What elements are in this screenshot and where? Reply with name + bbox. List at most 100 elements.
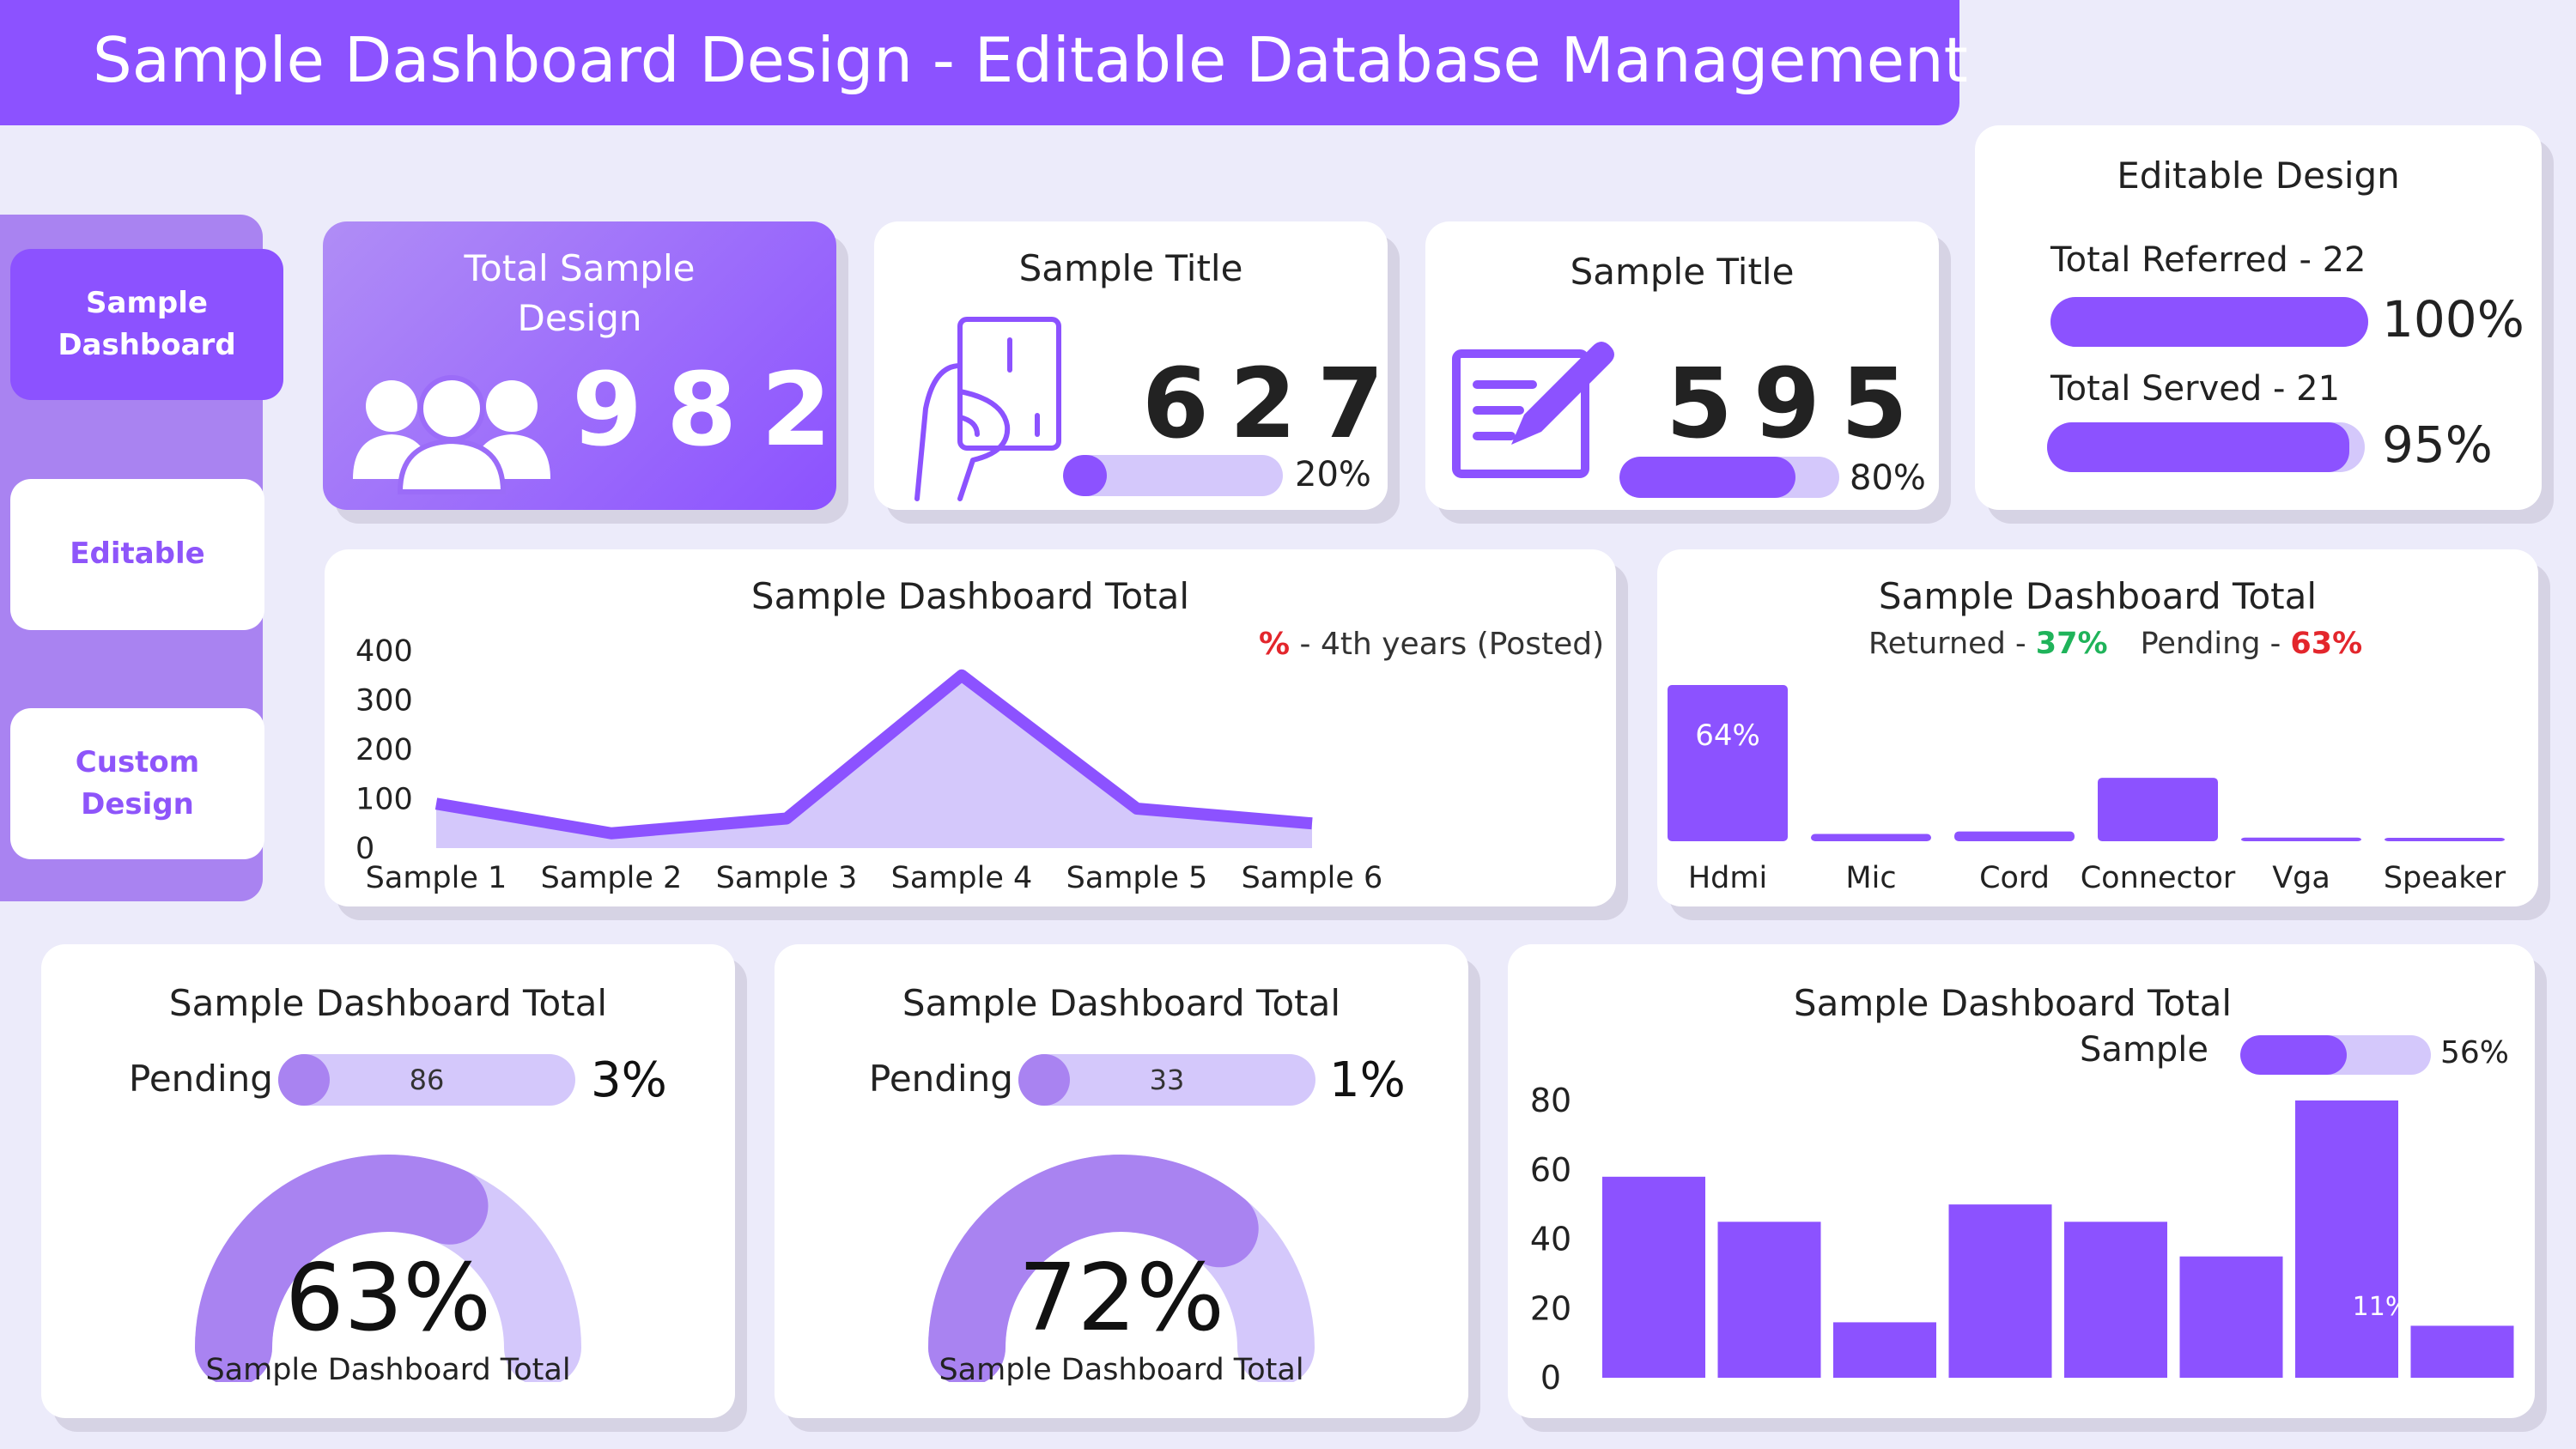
bar-data-label: 64% <box>1695 718 1760 753</box>
y-tick-label: 0 <box>1540 1359 1561 1397</box>
edit-document-icon <box>1452 342 1614 478</box>
bar <box>2295 1100 2398 1378</box>
bottom-bar-chart: 0 20 40 60 80 11% <box>1530 1082 2514 1397</box>
served-progress-fill <box>2047 422 2349 472</box>
gauge-caption: Sample Dashboard Total <box>205 1353 571 1387</box>
bar <box>1811 834 1931 841</box>
pending-value: 86 <box>409 1064 445 1096</box>
referred-percent: 100% <box>2382 290 2524 349</box>
sample-progress-fill <box>2240 1035 2348 1075</box>
pending-bar: 33 <box>1018 1054 1315 1106</box>
area-fill <box>436 675 1312 848</box>
served-label: Total Served - 21 <box>2050 369 2341 409</box>
y-tick-label: 100 <box>355 783 413 817</box>
kpi-card-sample-title-2: Sample Title 595 80% <box>1425 221 1939 510</box>
sidebar-item-sample-dashboard[interactable]: Sample Dashboard <box>10 249 283 400</box>
bar <box>1833 1322 1936 1378</box>
pending-knob <box>1018 1054 1070 1106</box>
pending-knob <box>278 1054 330 1106</box>
kpi-progress-fill <box>1619 457 1795 498</box>
y-tick-label: 40 <box>1530 1221 1571 1258</box>
sidebar-item-label: Sample Dashboard <box>58 285 236 362</box>
gauge-fill <box>928 1155 1259 1382</box>
x-tick-label: Sample 5 <box>1066 861 1208 895</box>
kpi-value: 595 <box>1666 349 1929 460</box>
gauge-chart <box>928 1155 1315 1382</box>
referred-progress-fill <box>2050 297 2368 347</box>
y-tick-label: 20 <box>1530 1289 1571 1327</box>
served-percent: 95% <box>2382 415 2493 474</box>
bar <box>1948 1204 2052 1378</box>
gauge-chart <box>195 1155 581 1382</box>
bar <box>1668 685 1788 841</box>
category-bar-chart: 64% Hdmi Mic Cord Connector Vga Speaker <box>1668 685 2506 895</box>
pending-value: 33 <box>1149 1064 1185 1096</box>
kpi-progress-bar <box>1063 455 1283 496</box>
y-tick-label: 400 <box>355 634 413 669</box>
pending-percent: 3% <box>591 1052 667 1108</box>
kpi-value: 982 <box>572 350 856 469</box>
sidebar-item-label: Editable <box>70 537 205 572</box>
referred-progress-bar <box>2050 297 2368 347</box>
card-title: Editable Design <box>2117 155 2400 197</box>
kpi-percent: 80% <box>1850 458 1926 498</box>
kpi-progress-bar <box>1619 457 1839 498</box>
x-tick-label: Sample 1 <box>366 861 507 895</box>
kpi-percent: 20% <box>1295 455 1371 494</box>
pending-value: 63% <box>2290 627 2363 661</box>
pending-percent: 1% <box>1329 1052 1406 1108</box>
chart-title: Sample Dashboard Total <box>1878 575 2318 617</box>
gauge-value: 72% <box>1018 1245 1225 1352</box>
kpi-title: Total Sample Design <box>464 247 696 339</box>
sidebar-item-custom-design[interactable]: Custom Design <box>10 708 264 859</box>
sidebar-item-label: Custom Design <box>75 744 200 822</box>
sample-progress-bar <box>2240 1035 2431 1075</box>
bar <box>2098 778 2218 841</box>
returned-label: Returned - <box>1868 627 2036 661</box>
area-chart-card: Sample Dashboard Total % - 4th years (Po… <box>325 549 1616 906</box>
x-tick-label: Hdmi <box>1688 861 1767 895</box>
sample-label: Sample <box>2080 1030 2208 1070</box>
x-tick-label: Cord <box>1979 861 2050 895</box>
bar <box>2064 1222 2167 1378</box>
gauge-fill <box>195 1155 489 1382</box>
y-tick-label: 200 <box>355 733 413 767</box>
chart-title: Sample Dashboard Total <box>1793 982 2233 1024</box>
gauge-caption: Sample Dashboard Total <box>939 1353 1304 1387</box>
x-tick-label: Sample 6 <box>1242 861 1383 895</box>
pending-label: Pending <box>129 1058 273 1100</box>
x-tick-label: Connector <box>2081 861 2236 895</box>
x-tick-label: Sample 2 <box>541 861 683 895</box>
gauge-card-2: Sample Dashboard Total Pending 33 1% 72%… <box>775 944 1468 1418</box>
bar <box>1717 1222 1821 1378</box>
gauge-card-1: Sample Dashboard Total Pending 86 3% 63%… <box>41 944 735 1418</box>
legend-symbol: % <box>1259 627 1291 662</box>
y-tick-label: 80 <box>1530 1082 1571 1119</box>
bar <box>1954 831 2075 841</box>
page-title: Sample Dashboard Design - Editable Datab… <box>93 24 1968 96</box>
area-chart: 0 100 200 300 400 Sample 1 Sample 2 Sample 3 Sam… <box>355 634 1383 895</box>
users-icon <box>353 375 550 494</box>
gauge-value: 63% <box>284 1245 492 1352</box>
kpi-title: Sample Title <box>1018 247 1243 289</box>
area-line <box>434 669 1313 840</box>
sidebar-item-editable[interactable]: Editable <box>10 479 264 630</box>
returned-value: 37% <box>2035 627 2108 661</box>
x-tick-label: Sample 4 <box>891 861 1033 895</box>
bar <box>2410 1325 2514 1378</box>
kpi-value: 627 <box>1142 349 1405 460</box>
bar <box>1602 1176 1705 1378</box>
x-tick-label: Vga <box>2272 861 2330 895</box>
category-bar-card: Sample Dashboard Total Returned - 37% Pen… <box>1657 549 2538 906</box>
kpi-card-sample-title-1: Sample Title 627 20% <box>874 221 1388 510</box>
x-tick-label: Speaker <box>2384 861 2506 895</box>
header-banner: Sample Dashboard Design - Editable Datab… <box>0 0 1968 125</box>
kpi-title: Sample Title <box>1570 251 1795 293</box>
x-tick-label: Mic <box>1845 861 1896 895</box>
legend-text: - 4th years (Posted) <box>1290 627 1605 662</box>
chart-legend: Returned - 37% Pending - 63% <box>1868 627 2362 661</box>
kpi-card-total: Total Sample Design 982 <box>323 221 836 510</box>
bar <box>2179 1256 2283 1378</box>
editable-design-card: Editable Design Total Referred - 22 100%… <box>1975 125 2542 510</box>
bottom-bar-card: Sample Dashboard Total Sample 56% 0 20 40 6… <box>1508 944 2535 1418</box>
